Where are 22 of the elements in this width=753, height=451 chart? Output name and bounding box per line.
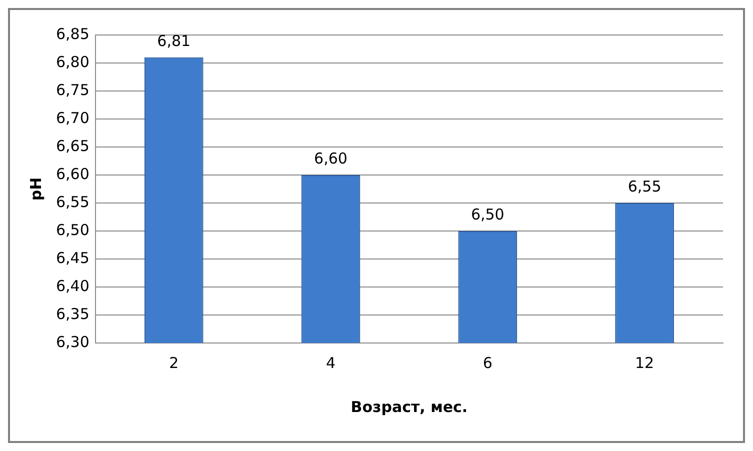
x-axis-title: Возраст, мес.	[350, 398, 468, 416]
y-tick-label: 6,35	[56, 304, 90, 323]
y-tick-label: 6,55	[56, 192, 90, 211]
x-tick-label: 12	[635, 354, 654, 372]
y-tick-label: 6,80	[56, 52, 90, 71]
y-tick-label: 6,70	[56, 108, 90, 127]
data-label: 6,60	[314, 149, 348, 168]
y-tick-label: 6,45	[56, 248, 90, 267]
data-label: 6,50	[470, 205, 504, 224]
y-tick-label: 6,30	[56, 332, 90, 351]
y-tick-label: 6,75	[56, 80, 90, 99]
y-tick-label: 6,65	[56, 136, 90, 155]
y-tick-label: 6,50	[56, 220, 90, 239]
x-tick-label: 2	[169, 354, 179, 372]
y-tick-label: 6,85	[56, 24, 90, 43]
y-tick-label: 6,60	[56, 164, 90, 183]
x-tick-label: 6	[482, 354, 492, 372]
data-label: 6,81	[157, 32, 191, 50]
data-label: 6,55	[628, 177, 662, 196]
x-tick-label: 4	[326, 354, 336, 372]
y-tick-label: 6,40	[56, 276, 90, 295]
y-axis-title: pH	[26, 177, 45, 201]
